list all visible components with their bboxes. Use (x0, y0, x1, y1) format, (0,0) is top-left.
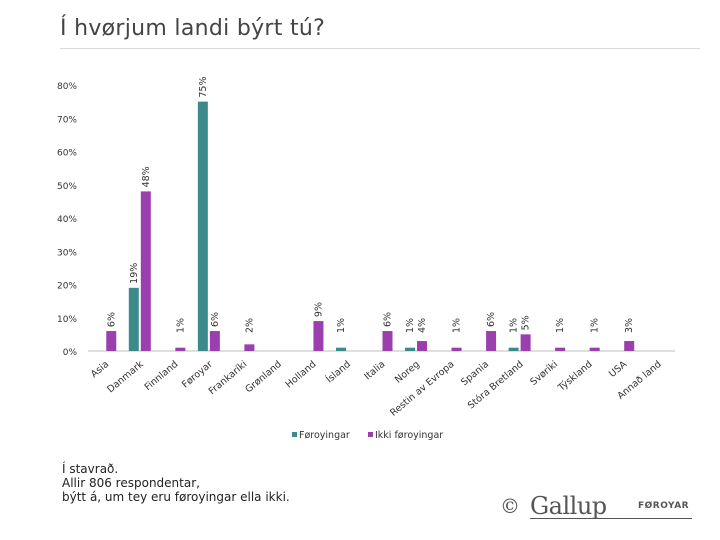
bar-value-label: 6% (106, 312, 117, 327)
y-tick-label: 40% (57, 215, 77, 225)
x-tick-label: Svøríki (528, 359, 560, 388)
bar (382, 331, 393, 351)
bar (486, 331, 497, 351)
footnote: Í stavrað. Allir 806 respondentar, býtt … (62, 462, 382, 504)
bar-value-label: 19% (129, 263, 140, 284)
bar-value-label: 75% (198, 77, 209, 98)
bar (106, 331, 117, 351)
bar (313, 321, 324, 351)
x-tick-label: Danmark (105, 359, 146, 396)
bar (405, 347, 416, 351)
x-tick-label: Noreg (393, 359, 422, 386)
x-tick-label: Finnland (143, 359, 181, 393)
bar-value-label: 4% (417, 318, 428, 333)
bar (197, 101, 208, 351)
bar-labels: 19%75%1% 1% 1%6%48%1% 6% 2%9%6% 4% 1% 6% 5% 1% 1% 3… (106, 77, 635, 334)
gallup-logo: © Gallup FØROYAR (500, 492, 695, 520)
x-tick-label: Grønland (243, 359, 283, 395)
bar (209, 331, 220, 351)
bar-value-label: 1% (405, 318, 416, 333)
y-tick-label: 70% (57, 115, 77, 125)
y-tick-label: 10% (57, 315, 77, 325)
bar-value-label: 48% (141, 166, 152, 187)
x-tick-label: Italia (362, 359, 387, 383)
logo-sub: FØROYAR (638, 501, 690, 511)
bar (244, 344, 255, 351)
bar (335, 347, 346, 351)
logo-brand: Gallup (530, 492, 607, 520)
bar-value-label: 1% (590, 318, 601, 333)
y-tick-label: 30% (57, 248, 77, 258)
x-tick-label: Ísland (324, 358, 353, 385)
bar-value-label: 6% (210, 312, 221, 327)
x-tick-label: Frankaríki (207, 359, 250, 397)
bar (417, 341, 428, 351)
page-title: Í hvørjum landi býrt tú? (60, 16, 326, 41)
bar-value-label: 6% (383, 312, 394, 327)
footnote-line: Í stavrað. (62, 462, 119, 476)
x-tick-label: Restin av Evropa (388, 359, 456, 419)
bar-value-label: 1% (175, 318, 186, 333)
footnote-line: Allir 806 respondentar, (62, 476, 200, 490)
y-tick-label: 0% (63, 348, 78, 358)
bar-value-label: 6% (486, 312, 497, 327)
bar (451, 347, 462, 351)
bar (128, 287, 139, 351)
legend-label: Ikki føroyingar (375, 430, 443, 441)
bar-value-label: 1% (452, 318, 463, 333)
y-axis: 0% 10% 20% 30% 40% 50% 60% 70% 80% (57, 82, 77, 358)
bar-value-label: 1% (555, 318, 566, 333)
footnote-line: býtt á, um tey eru føroyingar ella ikki. (62, 490, 290, 504)
y-tick-label: 20% (57, 282, 77, 292)
x-tick-label: Týskland (555, 359, 594, 394)
y-tick-label: 50% (57, 182, 77, 192)
legend: Føroyingar Ikki føroyingar (292, 430, 443, 441)
y-tick-label: 60% (57, 149, 77, 159)
bar-value-label: 3% (624, 318, 635, 333)
title-divider (60, 48, 700, 49)
x-tick-label: USA (607, 359, 630, 380)
copyright-symbol: © (500, 494, 520, 518)
bar-value-label: 1% (509, 318, 520, 333)
x-tick-label: Holland (284, 359, 319, 391)
bar (589, 347, 600, 351)
bar-value-label: 9% (313, 302, 324, 317)
bar (624, 341, 635, 351)
bar (555, 347, 566, 351)
bar (175, 347, 186, 351)
y-tick-label: 80% (57, 82, 77, 92)
legend-swatch (368, 432, 373, 437)
chart-bars (106, 101, 635, 351)
bar-value-label: 5% (521, 315, 532, 330)
legend-label: Føroyingar (299, 430, 350, 441)
x-tick-label: Spania (459, 359, 491, 388)
bar-value-label: 1% (336, 318, 347, 333)
bar (140, 191, 151, 351)
x-tick-label: Asia (89, 359, 111, 380)
bar (508, 347, 519, 351)
bar (520, 334, 531, 351)
bar-value-label: 2% (244, 318, 255, 333)
logo-underline (530, 518, 692, 519)
legend-swatch (292, 432, 297, 437)
